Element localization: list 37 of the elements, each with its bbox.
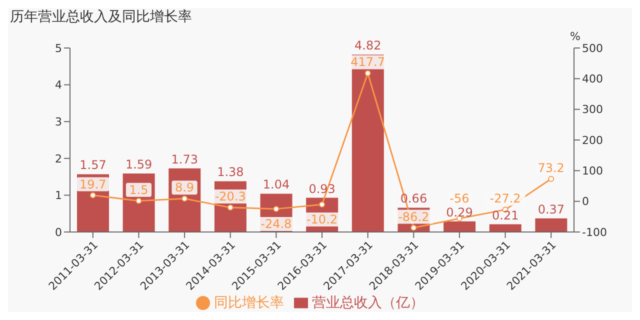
y2-axis-title: %: [570, 30, 580, 43]
chart-title: 历年营业总收入及同比增长率: [10, 8, 192, 26]
data-label: 417.7: [350, 55, 385, 70]
data-label: 8.9: [175, 180, 194, 195]
data-label: 0.29: [446, 205, 473, 220]
data-label: -24.8: [260, 216, 292, 231]
y-tick-label: 0: [55, 226, 62, 239]
data-label: 1.5: [129, 182, 148, 197]
data-label: 4.82: [354, 38, 382, 53]
data-label: 73.2: [538, 160, 564, 175]
data-label: 1.59: [125, 157, 152, 172]
legend-label: 营业总收入（亿）: [312, 295, 424, 311]
data-label: 1.04: [262, 178, 290, 192]
y2-tick-label: -100: [582, 226, 607, 239]
legend-label: 同比增长率: [214, 295, 284, 311]
y-tick-label: 2: [55, 152, 62, 166]
data-label: -20.3: [214, 190, 246, 204]
y2-tick-label: 100: [582, 164, 603, 178]
data-label: -27.2: [490, 192, 521, 206]
y2-tick-label: 500: [582, 42, 603, 55]
data-label: 1.38: [217, 165, 244, 180]
y-tick-label: 4: [55, 78, 62, 92]
data-label: 0.37: [538, 202, 565, 216]
y2-tick-label: 200: [582, 134, 603, 147]
data-label: 1.73: [171, 152, 198, 166]
y2-tick-label: 0: [582, 195, 589, 208]
y-tick-label: 1: [55, 189, 62, 202]
y2-tick-label: 400: [582, 72, 603, 86]
data-label: -10.2: [306, 212, 338, 226]
data-label: 19.7: [80, 177, 106, 192]
y-tick-label: 3: [55, 116, 62, 129]
data-label: -56: [450, 191, 470, 206]
data-label: 1.57: [80, 158, 106, 172]
y-tick-label: 5: [55, 42, 62, 55]
y2-tick-label: 300: [582, 103, 603, 116]
data-label: -86.2: [398, 210, 430, 224]
data-label: 0.21: [492, 208, 519, 222]
